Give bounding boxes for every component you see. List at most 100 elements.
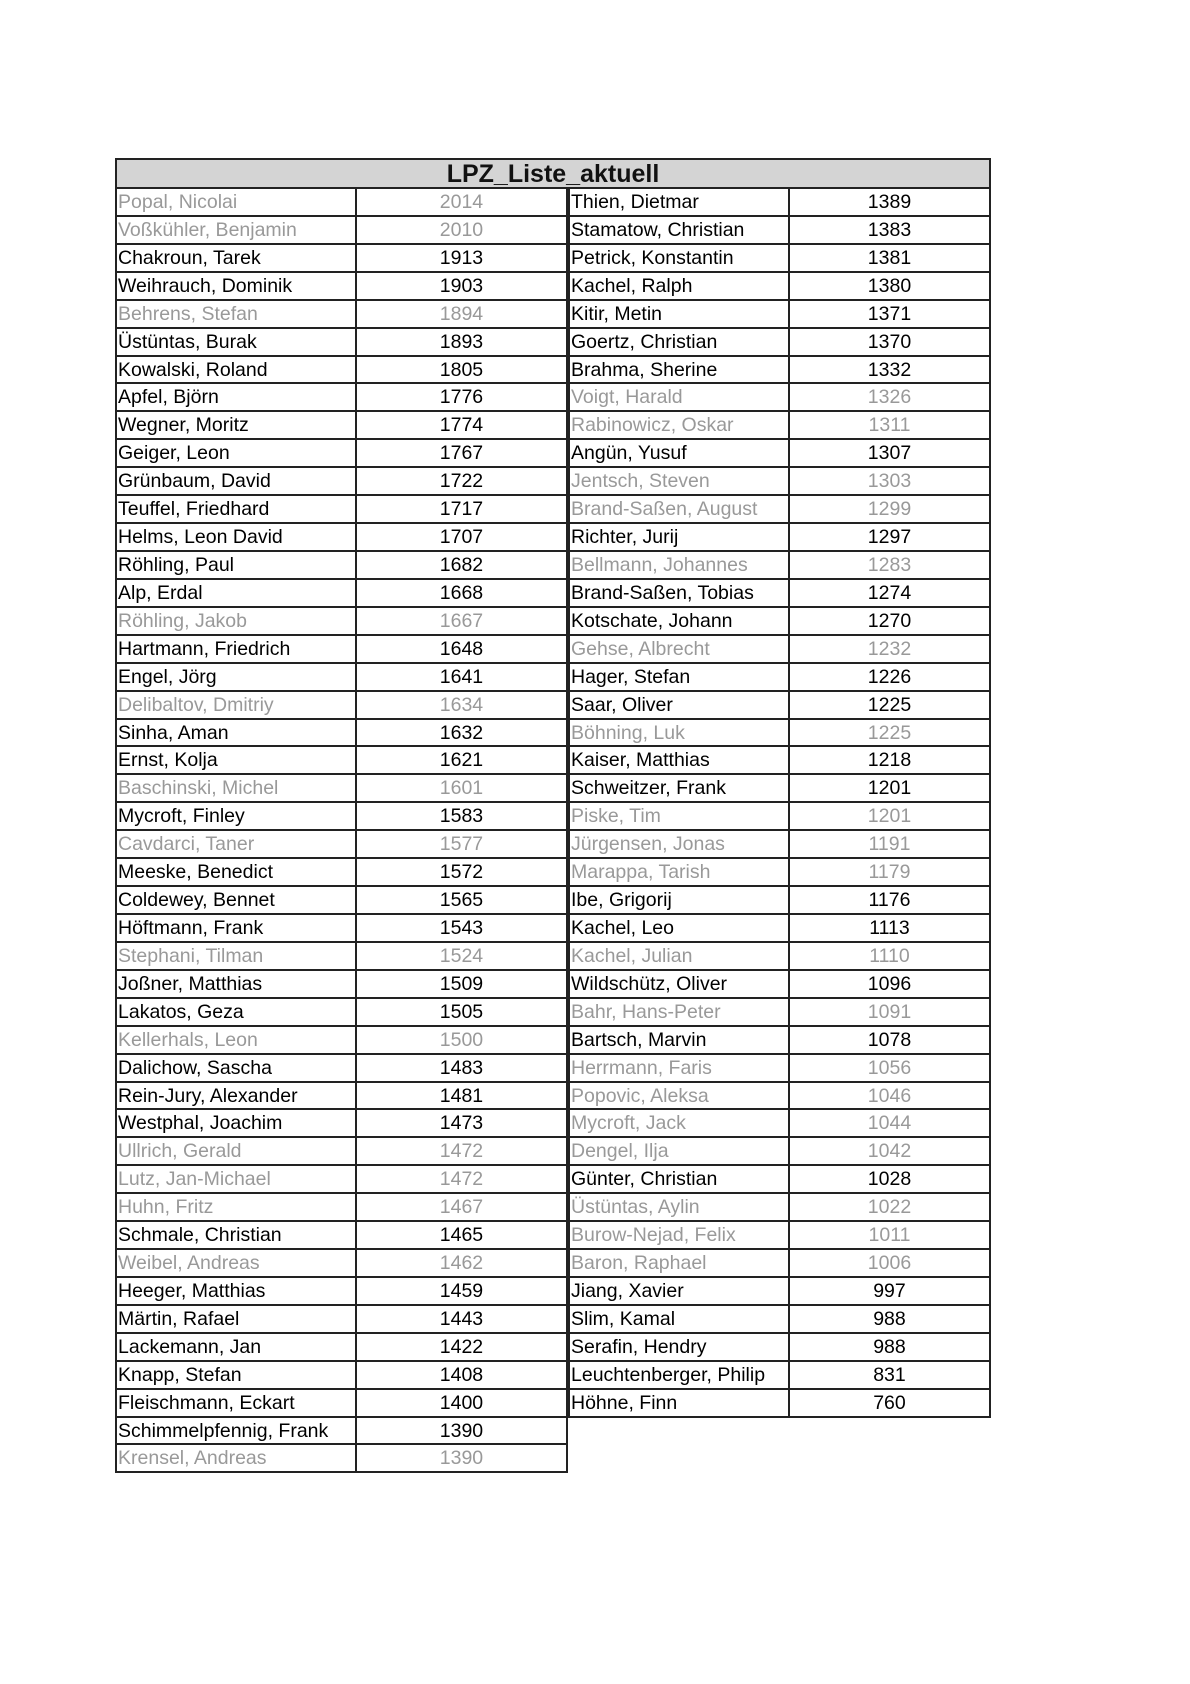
table-row: Richter, Jurij 1297 xyxy=(568,524,991,552)
player-name: Kachel, Julian xyxy=(570,942,790,969)
player-score: 1096 xyxy=(790,970,991,997)
player-score: 1500 xyxy=(357,1026,568,1053)
table-row: Teuffel, Friedhard 1717 xyxy=(115,496,568,525)
player-name: Thien, Dietmar xyxy=(570,189,790,215)
player-score: 1191 xyxy=(790,831,991,858)
table-row: Böhning, Luk 1225 xyxy=(568,719,991,748)
table-row: Herrmann, Faris 1056 xyxy=(568,1054,991,1083)
player-score: 1201 xyxy=(790,775,991,802)
player-score: 2014 xyxy=(357,189,568,215)
player-score: 1524 xyxy=(357,942,568,969)
player-name: Hager, Stefan xyxy=(570,663,790,690)
player-score: 1044 xyxy=(790,1110,991,1137)
player-score: 1572 xyxy=(357,859,568,886)
player-name: Märtin, Rafael xyxy=(117,1305,357,1332)
player-name: Kellerhals, Leon xyxy=(117,1026,357,1053)
table-row: Schmale, Christian 1465 xyxy=(115,1222,568,1251)
player-name: Schimmelpfennig, Frank xyxy=(117,1417,357,1444)
player-score: 1176 xyxy=(790,887,991,913)
table-row: Weibel, Andreas 1462 xyxy=(115,1250,568,1278)
player-score: 1472 xyxy=(357,1166,568,1193)
player-name: Saar, Oliver xyxy=(570,691,790,718)
table-row: Günter, Christian 1028 xyxy=(568,1166,991,1195)
player-score: 1465 xyxy=(357,1222,568,1249)
table-row: Röhling, Jakob 1667 xyxy=(115,607,568,636)
player-name: Dengel, Ilja xyxy=(570,1138,790,1165)
player-score: 1389 xyxy=(790,189,991,215)
player-name: Wegner, Moritz xyxy=(117,412,357,439)
table-row: Kachel, Leo 1113 xyxy=(568,914,991,943)
player-name: Bahr, Hans-Peter xyxy=(570,998,790,1025)
player-score: 1006 xyxy=(790,1250,991,1276)
player-name: Jentsch, Steven xyxy=(570,468,790,495)
player-name: Mycroft, Jack xyxy=(570,1110,790,1137)
player-score: 1380 xyxy=(790,272,991,299)
table-row: Angün, Yusuf 1307 xyxy=(568,440,991,469)
table-row: Kachel, Ralph 1380 xyxy=(568,272,991,301)
player-name: Röhling, Paul xyxy=(117,551,357,578)
player-name: Cavdarci, Taner xyxy=(117,831,357,858)
table-row: Rein-Jury, Alexander 1481 xyxy=(115,1082,568,1111)
player-name: Röhling, Jakob xyxy=(117,607,357,634)
player-score: 1717 xyxy=(357,496,568,523)
player-name: Baron, Raphael xyxy=(570,1250,790,1276)
player-score: 1481 xyxy=(357,1082,568,1109)
player-score: 1565 xyxy=(357,887,568,913)
player-name: Weihrauch, Dominik xyxy=(117,272,357,299)
player-name: Huhn, Fritz xyxy=(117,1194,357,1221)
player-score: 1390 xyxy=(357,1445,568,1472)
player-name: Westphal, Joachim xyxy=(117,1110,357,1137)
table-row: Piske, Tim 1201 xyxy=(568,803,991,832)
table-row: Üstüntas, Aylin 1022 xyxy=(568,1194,991,1223)
player-name: Rein-Jury, Alexander xyxy=(117,1082,357,1109)
player-name: Lutz, Jan-Michael xyxy=(117,1166,357,1193)
table-row: Kachel, Julian 1110 xyxy=(568,942,991,971)
table-row: Westphal, Joachim 1473 xyxy=(115,1110,568,1139)
player-score: 1467 xyxy=(357,1194,568,1221)
table-row: Bartsch, Marvin 1078 xyxy=(568,1026,991,1055)
player-score: 1632 xyxy=(357,719,568,746)
player-score: 1022 xyxy=(790,1194,991,1221)
player-name: Schweitzer, Frank xyxy=(570,775,790,802)
table-row: Burow-Nejad, Felix 1011 xyxy=(568,1222,991,1251)
table-row: Knapp, Stefan 1408 xyxy=(115,1361,568,1390)
table-row: Petrick, Konstantin 1381 xyxy=(568,244,991,273)
table-row: Hartmann, Friedrich 1648 xyxy=(115,635,568,664)
table-row: Rabinowicz, Oskar 1311 xyxy=(568,412,991,441)
player-score: 1218 xyxy=(790,747,991,774)
table-title: LPZ_Liste_aktuell xyxy=(115,158,991,189)
player-score: 1601 xyxy=(357,775,568,802)
player-score: 1225 xyxy=(790,691,991,718)
player-score: 831 xyxy=(790,1361,991,1388)
player-name: Krensel, Andreas xyxy=(117,1445,357,1472)
player-score: 988 xyxy=(790,1333,991,1360)
player-name: Voigt, Harald xyxy=(570,384,790,411)
player-score: 1232 xyxy=(790,635,991,662)
player-name: Lakatos, Geza xyxy=(117,998,357,1025)
table-row: Kaiser, Matthias 1218 xyxy=(568,747,991,776)
player-name: Ibe, Grigorij xyxy=(570,887,790,913)
player-name: Popovic, Aleksa xyxy=(570,1082,790,1109)
table-row: Heeger, Matthias 1459 xyxy=(115,1277,568,1306)
player-score: 1408 xyxy=(357,1361,568,1388)
player-score: 1621 xyxy=(357,747,568,774)
player-name: Heeger, Matthias xyxy=(117,1277,357,1304)
table-row: Brand-Saßen, Tobias 1274 xyxy=(568,579,991,608)
player-name: Brahma, Sherine xyxy=(570,356,790,383)
table-row: Höftmann, Frank 1543 xyxy=(115,914,568,943)
player-score: 1370 xyxy=(790,328,991,355)
table-row: Mycroft, Jack 1044 xyxy=(568,1110,991,1139)
ranking-table: LPZ_Liste_aktuell Popal, Nicolai 2014 Voßk… xyxy=(115,158,991,1474)
player-name: Höhne, Finn xyxy=(570,1389,790,1416)
table-row: Wegner, Moritz 1774 xyxy=(115,412,568,441)
player-name: Jiang, Xavier xyxy=(570,1277,790,1304)
player-score: 1332 xyxy=(790,356,991,383)
table-row: Behrens, Stefan 1894 xyxy=(115,300,568,329)
table-row: Hager, Stefan 1226 xyxy=(568,663,991,692)
player-score: 1303 xyxy=(790,468,991,495)
player-score: 760 xyxy=(790,1389,991,1416)
table-row: Ibe, Grigorij 1176 xyxy=(568,887,991,915)
player-name: Jürgensen, Jonas xyxy=(570,831,790,858)
player-name: Brand-Saßen, Tobias xyxy=(570,579,790,606)
player-score: 1641 xyxy=(357,663,568,690)
